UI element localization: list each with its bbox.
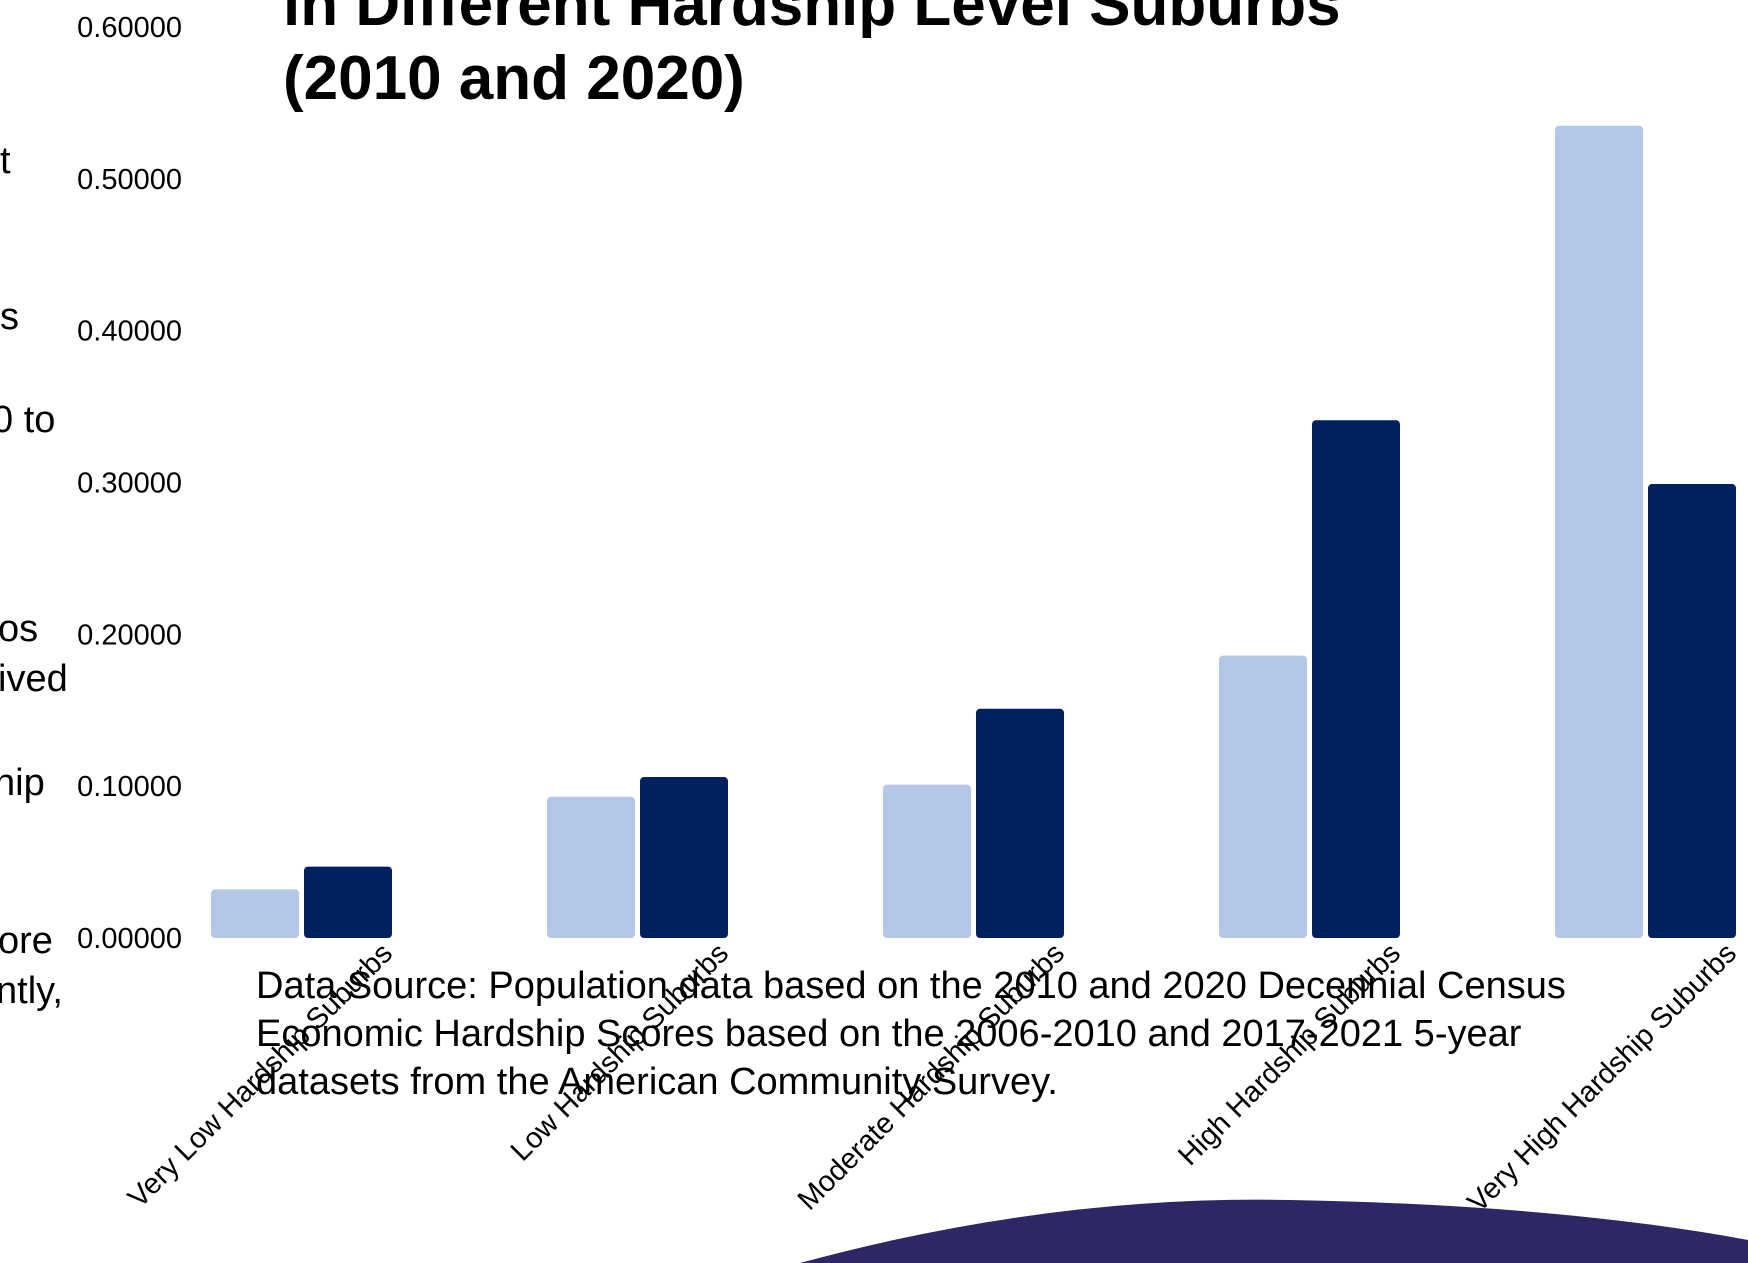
data-source-note: Data Source: Population data based on th… <box>256 962 1566 1106</box>
y-tick-label: 0.10000 <box>77 771 182 803</box>
bar-dark <box>640 777 728 938</box>
source-line: Economic Hardship Scores based on the 20… <box>256 1013 1522 1055</box>
chart-title: in Different Hardship Level Suburbs (201… <box>283 0 1341 116</box>
bar-dark <box>1648 484 1736 938</box>
left-text-fragment: os <box>0 608 39 650</box>
y-axis-ticks: 0.00000 0.10000 0.20000 0.30000 0.40000 0.500… <box>77 12 182 955</box>
bar-light <box>883 784 971 938</box>
y-tick-label: 0.00000 <box>77 923 182 955</box>
left-text-fragment: hip <box>0 762 45 804</box>
bar-light <box>1219 655 1307 938</box>
chart-title-line: in Different Hardship Level Suburbs <box>283 0 1341 39</box>
bar-light <box>547 796 635 938</box>
bar-dark <box>1312 420 1400 939</box>
y-tick-label: 0.60000 <box>77 12 182 44</box>
bar-light <box>1555 125 1643 939</box>
y-tick-label: 0.30000 <box>77 468 182 500</box>
left-text-fragment: s <box>0 296 19 338</box>
bars <box>211 125 1736 939</box>
y-tick-label: 0.50000 <box>77 164 182 196</box>
bar-dark <box>304 866 392 938</box>
bar-dark <box>976 708 1064 938</box>
left-text-fragment: ore <box>0 920 53 962</box>
source-line: datasets from the American Community Sur… <box>256 1061 1058 1103</box>
chart-title-line: (2010 and 2020) <box>283 44 745 113</box>
y-tick-label: 0.20000 <box>77 619 182 651</box>
left-text-fragment: t <box>0 140 11 182</box>
left-text-fragment: 0 to <box>0 399 56 441</box>
y-tick-label: 0.40000 <box>77 316 182 348</box>
left-text-fragment: ntly, <box>0 970 63 1012</box>
left-text-fragment: ived <box>0 658 68 700</box>
bar-light <box>211 889 299 938</box>
source-line: Data Source: Population data based on th… <box>256 965 1566 1007</box>
